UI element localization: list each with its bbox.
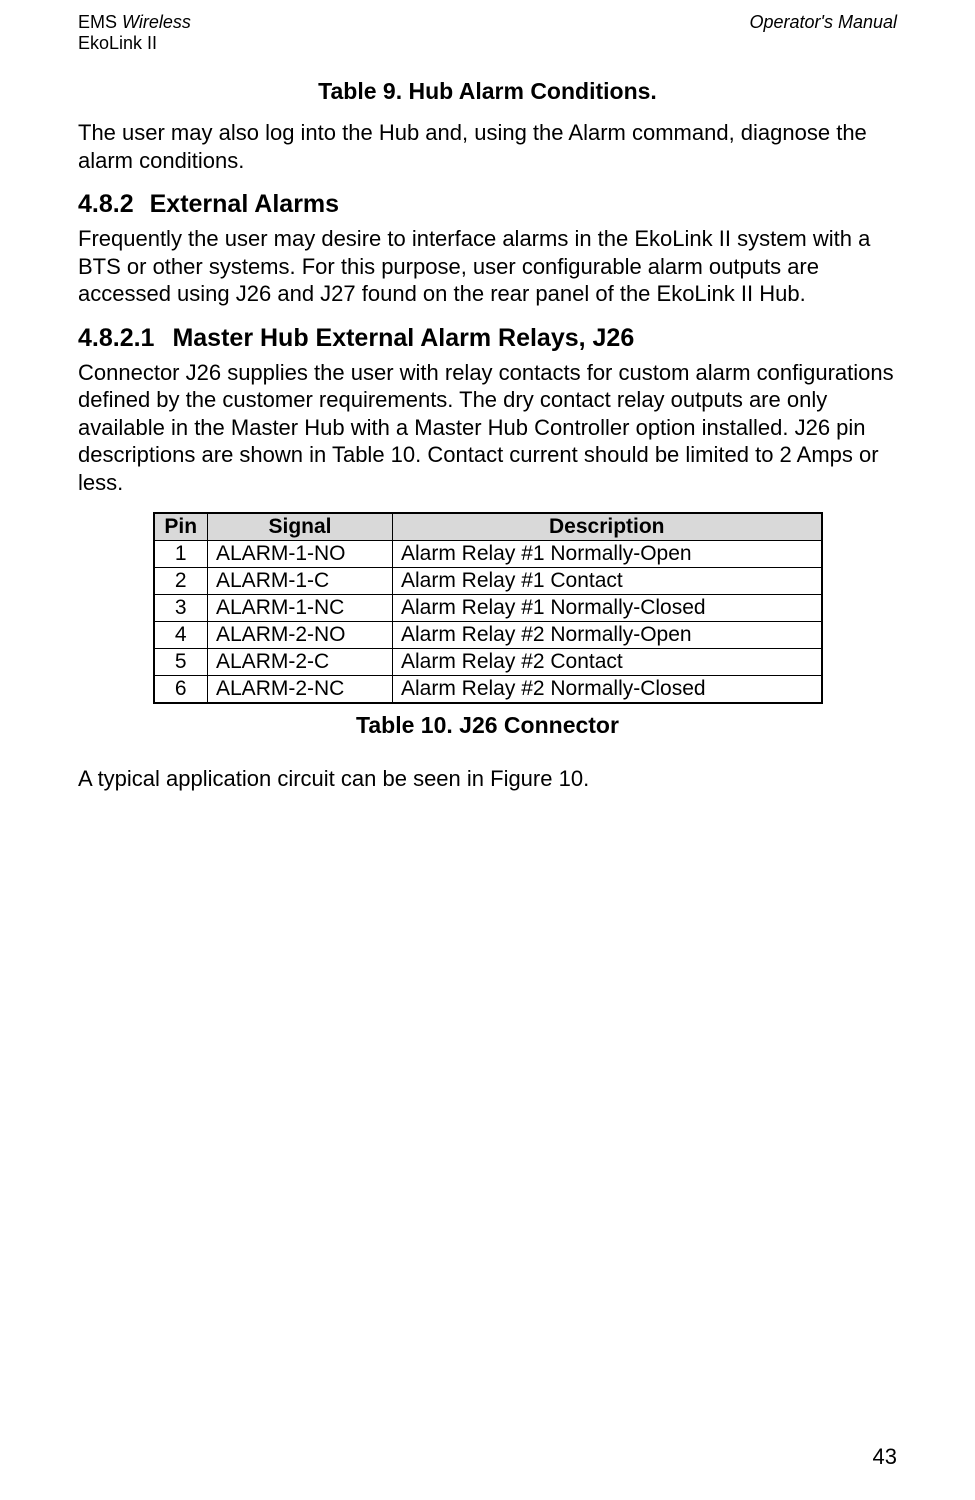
table-row: 5 ALARM-2-C Alarm Relay #2 Contact: [154, 649, 822, 676]
page-number: 43: [873, 1444, 897, 1470]
header-left: EMS Wireless EkoLink II: [78, 12, 191, 54]
page-header: EMS Wireless EkoLink II Operator's Manua…: [78, 12, 897, 54]
section-title: Master Hub External Alarm Relays, J26: [172, 324, 634, 352]
section-4-8-2-1-heading: 4.8.2.1 Master Hub External Alarm Relays,…: [78, 324, 897, 353]
header-right: Operator's Manual: [749, 12, 897, 54]
cell-signal: ALARM-2-NC: [208, 676, 393, 704]
paragraph-alarm-command: The user may also log into the Hub and, …: [78, 119, 897, 174]
section-4-8-2-heading: 4.8.2 External Alarms: [78, 190, 897, 219]
product-name: EkoLink II: [78, 33, 191, 54]
table-row: 6 ALARM-2-NC Alarm Relay #2 Normally-Clo…: [154, 676, 822, 704]
col-header-description: Description: [393, 513, 822, 541]
paragraph-j26-connector: Connector J26 supplies the user with rel…: [78, 359, 897, 497]
cell-pin: 2: [154, 568, 208, 595]
cell-pin: 1: [154, 541, 208, 568]
company-name: EMS Wireless: [78, 12, 191, 33]
cell-signal: ALARM-2-C: [208, 649, 393, 676]
paragraph-external-alarms: Frequently the user may desire to interf…: [78, 225, 897, 308]
cell-pin: 5: [154, 649, 208, 676]
cell-signal: ALARM-1-C: [208, 568, 393, 595]
cell-description: Alarm Relay #2 Normally-Closed: [393, 676, 822, 704]
cell-description: Alarm Relay #2 Normally-Open: [393, 622, 822, 649]
cell-description: Alarm Relay #2 Contact: [393, 649, 822, 676]
section-title: External Alarms: [150, 190, 339, 218]
col-header-pin: Pin: [154, 513, 208, 541]
table-header-row: Pin Signal Description: [154, 513, 822, 541]
cell-pin: 4: [154, 622, 208, 649]
paragraph-figure-10: A typical application circuit can be see…: [78, 765, 897, 793]
table-10-caption: Table 10. J26 Connector: [78, 712, 897, 739]
cell-description: Alarm Relay #1 Contact: [393, 568, 822, 595]
cell-description: Alarm Relay #1 Normally-Closed: [393, 595, 822, 622]
cell-signal: ALARM-2-NO: [208, 622, 393, 649]
table-row: 3 ALARM-1-NC Alarm Relay #1 Normally-Clo…: [154, 595, 822, 622]
cell-signal: ALARM-1-NO: [208, 541, 393, 568]
company-wireless: Wireless: [122, 12, 191, 32]
section-number: 4.8.2.1: [78, 324, 154, 353]
cell-pin: 6: [154, 676, 208, 704]
col-header-signal: Signal: [208, 513, 393, 541]
table-10-container: Pin Signal Description 1 ALARM-1-NO Alar…: [153, 512, 823, 704]
table-row: 2 ALARM-1-C Alarm Relay #1 Contact: [154, 568, 822, 595]
table-row: 4 ALARM-2-NO Alarm Relay #2 Normally-Ope…: [154, 622, 822, 649]
table-row: 1 ALARM-1-NO Alarm Relay #1 Normally-Ope…: [154, 541, 822, 568]
cell-description: Alarm Relay #1 Normally-Open: [393, 541, 822, 568]
table-10: Pin Signal Description 1 ALARM-1-NO Alar…: [153, 512, 823, 704]
section-number: 4.8.2: [78, 190, 134, 219]
company-ems: EMS: [78, 12, 122, 32]
table-9-caption: Table 9. Hub Alarm Conditions.: [78, 78, 897, 105]
cell-signal: ALARM-1-NC: [208, 595, 393, 622]
cell-pin: 3: [154, 595, 208, 622]
